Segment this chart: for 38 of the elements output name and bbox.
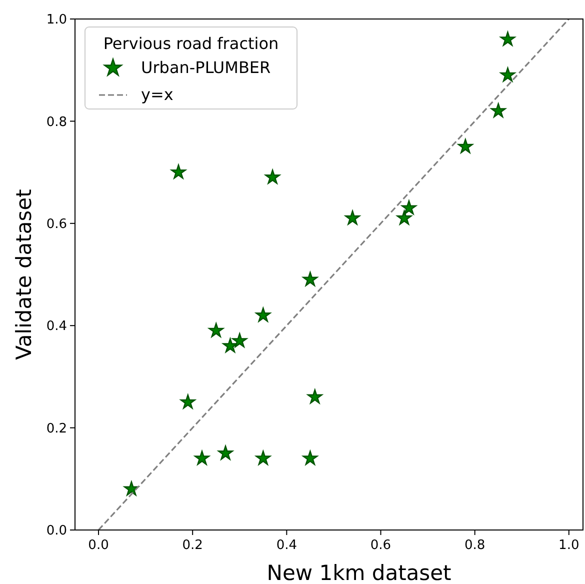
legend-title: Pervious road fraction bbox=[103, 34, 279, 53]
y-tick-label: 0.6 bbox=[46, 216, 67, 232]
point bbox=[458, 138, 473, 154]
x-tick-label: 0.6 bbox=[370, 538, 392, 553]
point bbox=[256, 450, 271, 465]
x-tick-label: 0.0 bbox=[88, 538, 109, 553]
point bbox=[344, 210, 360, 225]
point bbox=[218, 445, 234, 460]
y-axis-title: Validate dataset bbox=[12, 189, 36, 360]
x-tick-label: 0.4 bbox=[276, 538, 298, 553]
point bbox=[256, 307, 271, 322]
point bbox=[401, 200, 417, 215]
point bbox=[222, 338, 238, 353]
x-axis-title: New 1km dataset bbox=[266, 561, 452, 584]
point bbox=[124, 481, 139, 496]
y-tick-label: 0.8 bbox=[46, 114, 67, 130]
point bbox=[490, 103, 506, 118]
x-tick-label: 1.0 bbox=[558, 538, 580, 553]
y-tick-label: 1.0 bbox=[46, 12, 67, 28]
x-tick-label: 0.2 bbox=[182, 538, 203, 553]
y-tick-label: 0.4 bbox=[46, 319, 67, 334]
point bbox=[194, 450, 210, 465]
point bbox=[396, 210, 412, 225]
legend-label: y=x bbox=[141, 85, 174, 104]
point bbox=[307, 389, 322, 404]
y-tick-label: 0.0 bbox=[46, 524, 67, 539]
point bbox=[208, 322, 224, 338]
point bbox=[500, 67, 516, 82]
point bbox=[500, 32, 516, 46]
point bbox=[170, 164, 186, 179]
point bbox=[180, 394, 196, 409]
y-tick-label: 0.2 bbox=[46, 421, 67, 436]
point bbox=[302, 272, 318, 286]
point bbox=[232, 333, 248, 348]
point bbox=[302, 450, 318, 465]
x-tick-label: 0.8 bbox=[464, 538, 486, 553]
point bbox=[265, 170, 280, 184]
legend-label: Urban-PLUMBER bbox=[141, 58, 271, 77]
